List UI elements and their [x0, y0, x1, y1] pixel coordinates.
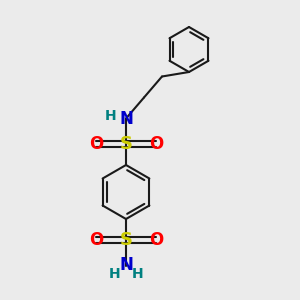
Text: N: N — [119, 110, 133, 128]
Text: H: H — [132, 267, 143, 281]
Text: O: O — [149, 135, 163, 153]
Text: H: H — [105, 109, 116, 123]
Text: S: S — [119, 135, 133, 153]
Text: N: N — [119, 256, 133, 274]
Text: S: S — [119, 231, 133, 249]
Text: O: O — [89, 231, 103, 249]
Text: O: O — [89, 135, 103, 153]
Text: H: H — [109, 267, 120, 281]
Text: O: O — [149, 231, 163, 249]
